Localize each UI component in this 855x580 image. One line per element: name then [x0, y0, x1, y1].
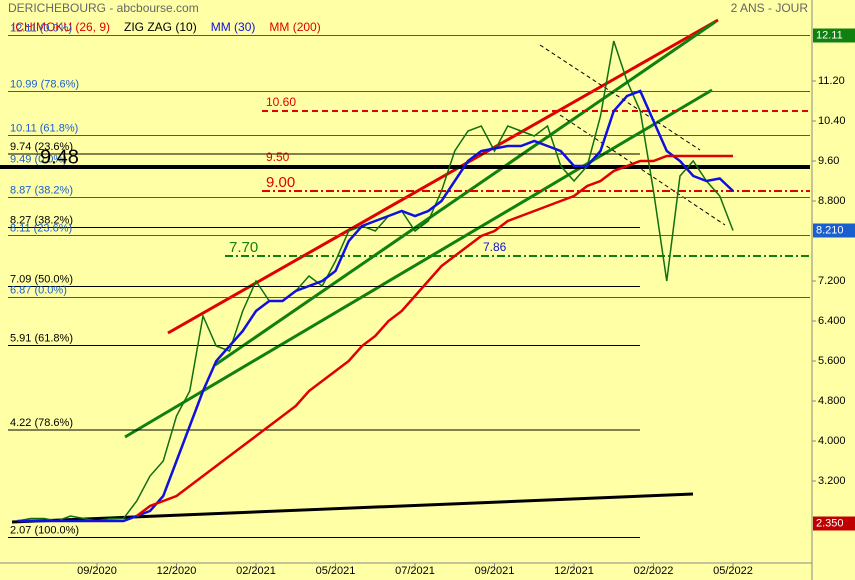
x-tick-label: 12/2020	[157, 565, 197, 577]
fib-label: 8.27 (38.2%)	[10, 214, 73, 226]
period: 2 ANS - JOUR	[731, 1, 809, 15]
price-badge-label: 12.11	[816, 29, 843, 41]
level-label: 7.70	[229, 239, 258, 256]
x-tick-label: 12/2021	[554, 565, 594, 577]
y-tick-label: 7.200	[818, 275, 846, 287]
price-badge-label: 8.210	[816, 224, 844, 236]
trend-lines	[11, 18, 726, 524]
y-tick-label: 11.20	[818, 75, 845, 87]
y-tick-label: 10.40	[818, 115, 846, 127]
chart-title: DERICHEBOURG - abcbourse.com	[8, 1, 199, 15]
fib-label: 9.74 (23.6%)	[10, 141, 73, 153]
x-tick-label: 02/2022	[634, 565, 674, 577]
fib-label: 10.99 (78.6%)	[10, 78, 79, 90]
y-tick-label: 5.600	[818, 355, 846, 367]
price-badge	[813, 516, 855, 531]
fib-label: 8.11 (23.6%)	[10, 222, 72, 234]
legend-entry: ZIG ZAG (10)	[124, 20, 197, 34]
x-tick-label: 09/2020	[77, 565, 117, 577]
series-line	[135, 154, 733, 517]
y-tick-label: 8.800	[818, 195, 846, 207]
level-label: 10.60	[266, 95, 296, 109]
annotation: 7.86	[483, 240, 507, 254]
fib-label: 8.87 (38.2%)	[10, 184, 73, 196]
level-label: 9.00	[266, 174, 295, 191]
fib-label: 4.22 (78.6%)	[10, 417, 73, 429]
price-badge	[813, 28, 855, 43]
legend-entry: MM (30)	[211, 20, 256, 34]
y-tick-label: 9.60	[818, 155, 839, 167]
fib-label: 9.49 (0.0%)	[10, 153, 67, 165]
fib-label: 2.07 (100.0%)	[10, 524, 79, 536]
fib-label: 10.11 (61.8%)	[10, 122, 78, 134]
level-label: 9.50	[266, 150, 290, 164]
y-tick-label: 3.200	[818, 475, 846, 487]
x-tick-label: 02/2021	[236, 565, 276, 577]
legend-entry: ICHIMOKU (26, 9)	[12, 20, 110, 34]
series-line	[17, 40, 734, 522]
legend-entry: MM (200)	[269, 20, 320, 34]
x-tick-label: 07/2021	[395, 565, 435, 577]
y-tick-label: 4.000	[818, 435, 846, 447]
x-tick-label: 09/2021	[475, 565, 515, 577]
price-badge	[813, 223, 855, 238]
x-tick-label: 05/2021	[316, 565, 356, 577]
fib-label: 6.87 (0.0%)	[10, 284, 67, 296]
fib-label: 5.91 (61.8%)	[10, 332, 73, 344]
fib-label: 12.11 (0.0%)	[10, 22, 72, 34]
y-tick-label: 6.400	[818, 315, 846, 327]
level-label: 9.48	[40, 146, 79, 168]
fib-label: 7.09 (50.0%)	[10, 273, 73, 285]
price-badge-label: 2.350	[816, 517, 844, 529]
x-tick-label: 05/2022	[713, 565, 753, 577]
y-tick-label: 4.800	[818, 395, 846, 407]
